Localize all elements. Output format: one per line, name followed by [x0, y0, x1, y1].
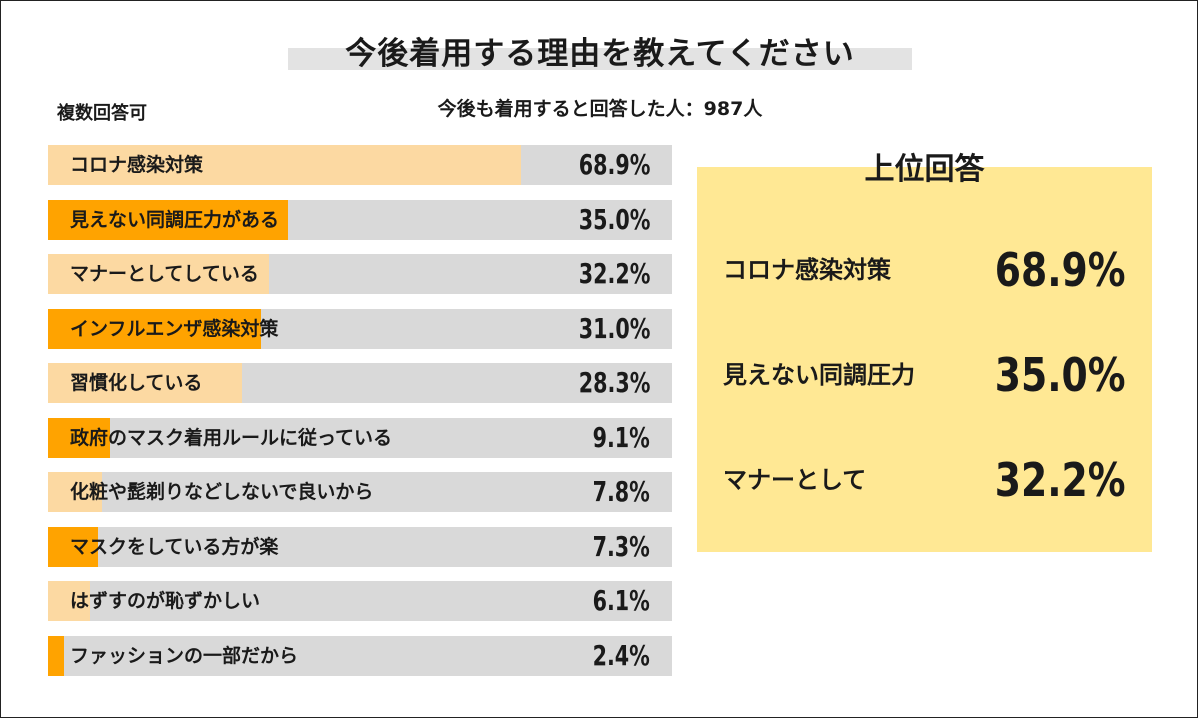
bar-row: 習慣化している 28.3% [48, 363, 672, 403]
bar-value-label: 7.8% [592, 475, 650, 508]
top-answer-label: 見えない同調圧力 [723, 361, 915, 389]
bar-category-label: インフルエンザ感染対策 [70, 317, 279, 340]
top-answer-label: コロナ感染対策 [723, 256, 891, 284]
bar-value-label: 35.0% [578, 202, 650, 236]
multiple-answers-note: 複数回答可 [57, 103, 147, 124]
bar [48, 254, 270, 294]
top-answer-item: 見えない同調圧力 35.0% [697, 345, 1152, 405]
bar [48, 308, 261, 349]
top-answer-item: マナーとして 32.2% [697, 450, 1152, 510]
bar-row: コロナ感染対策 68.9% [48, 145, 672, 185]
bar-category-label: コロナ感染対策 [70, 154, 204, 176]
bar [48, 417, 111, 458]
bar-value-label: 28.3% [578, 366, 650, 399]
bar-category-label: マナーとしてしている [70, 263, 259, 285]
respondent-count: 今後も着用すると回答した人：987人 [437, 98, 763, 120]
bar [48, 581, 90, 621]
chart-title: 今後着用する理由を教えてください [345, 36, 855, 72]
bar [48, 363, 243, 403]
bar-track [48, 526, 672, 567]
top-answers-panel [697, 167, 1152, 552]
top-answers-title: 上位回答 [864, 152, 985, 187]
bar-track [48, 417, 672, 458]
bar [48, 635, 65, 676]
bar-row: 見えない同調圧力がある 35.0% [48, 199, 672, 240]
top-answer-value: 35.0% [995, 348, 1126, 402]
bar-row: マナーとしてしている 32.2% [48, 254, 672, 294]
bar-row: ファッションの一部だから 2.4% [48, 635, 672, 676]
bar-track [48, 472, 672, 512]
bar [48, 145, 521, 185]
bar-track [48, 635, 672, 676]
bar-row: インフルエンザ感染対策 31.0% [48, 308, 672, 349]
bar-value-label: 6.1% [592, 584, 650, 617]
bar-value-label: 9.1% [592, 420, 650, 454]
bar-category-label: 政府のマスク着用ルールに従っている [70, 426, 393, 449]
bar-category-label: はずすのが恥ずかしい [70, 590, 261, 612]
top-answer-value: 68.9% [995, 243, 1126, 297]
bar-value-label: 31.0% [578, 311, 650, 345]
bar-value-label: 2.4% [592, 638, 650, 672]
title-underline [288, 48, 912, 70]
bar-value-label: 68.9% [578, 148, 650, 181]
bar-category-label: 見えない同調圧力がある [70, 208, 280, 231]
top-answer-value: 32.2% [995, 453, 1126, 507]
bar-category-label: 習慣化している [70, 372, 203, 394]
bar-row: 政府のマスク着用ルールに従っている 9.1% [48, 417, 672, 458]
bar-value-label: 32.2% [578, 257, 650, 290]
bar [48, 472, 102, 512]
bar-row: マスクをしている方が楽 7.3% [48, 526, 672, 567]
bar-category-label: マスクをしている方が楽 [70, 535, 279, 558]
bar-value-label: 7.3% [592, 529, 650, 563]
bar-row: 化粧や髭剃りなどしないで良いから 7.8% [48, 472, 672, 512]
top-answer-label: マナーとして [723, 466, 867, 494]
bar [48, 199, 289, 240]
bar [48, 526, 99, 567]
bar-category-label: 化粧や髭剃りなどしないで良いから [70, 481, 374, 503]
top-answer-item: コロナ感染対策 68.9% [697, 240, 1152, 300]
bar-track [48, 581, 672, 621]
bar-category-label: ファッションの一部だから [70, 644, 299, 667]
bar-row: はずすのが恥ずかしい 6.1% [48, 581, 672, 621]
